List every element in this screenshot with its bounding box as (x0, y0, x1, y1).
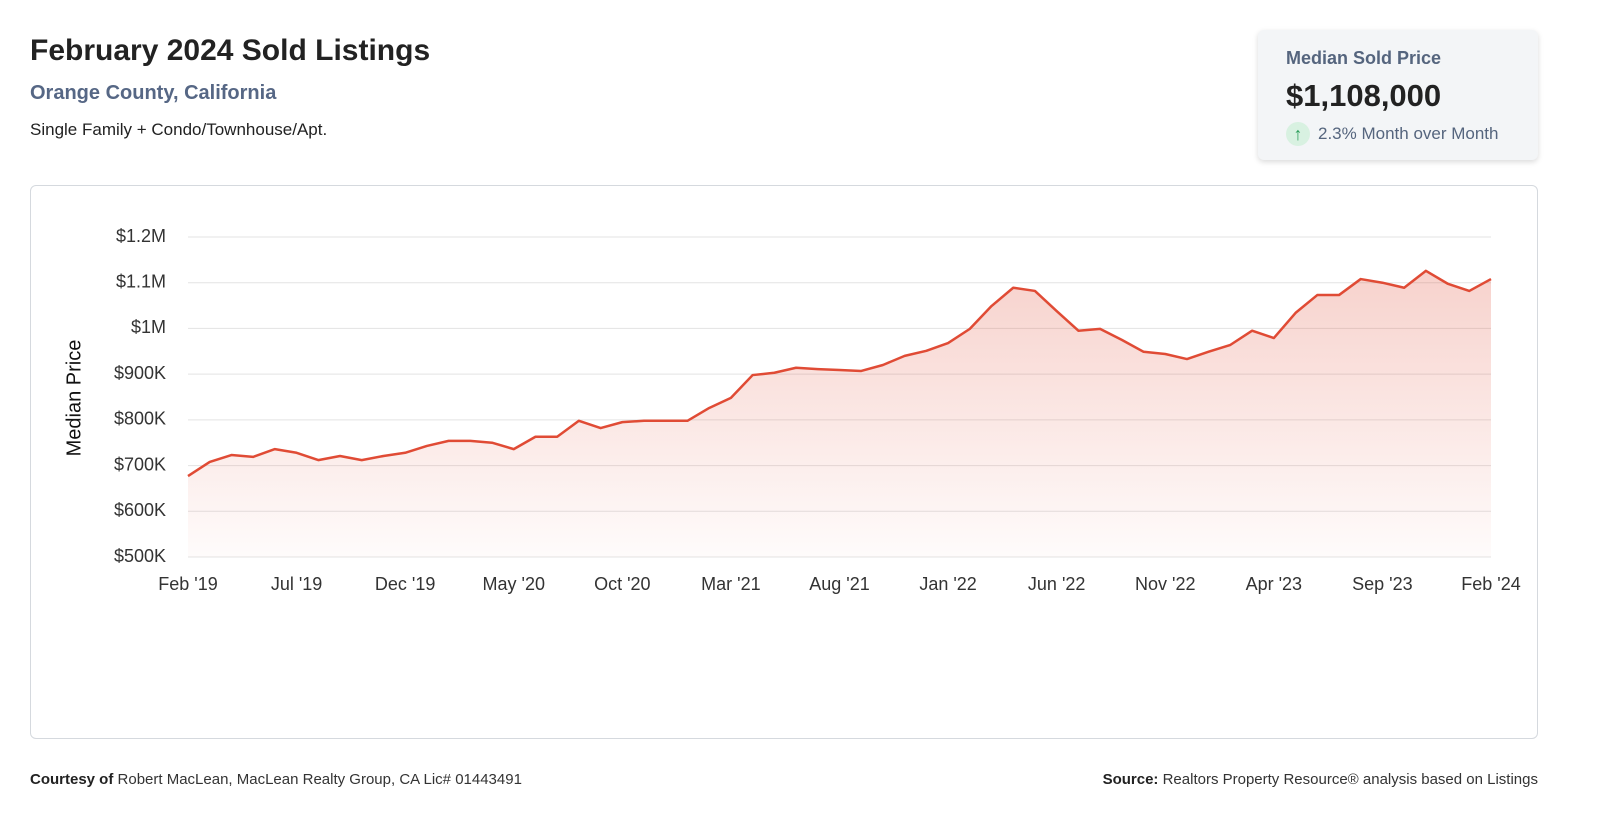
y-tick-label: $1.2M (116, 226, 166, 246)
chart-card (30, 185, 1538, 739)
source-text: Realtors Property Resource® analysis bas… (1162, 771, 1538, 788)
y-tick-label: $800K (114, 409, 166, 429)
x-tick-label: Dec '19 (375, 574, 435, 594)
line (187, 269, 1492, 478)
y-tick-label: $900K (114, 363, 166, 383)
y-tick-label: $700K (114, 454, 166, 474)
x-tick-label: Mar '21 (701, 574, 760, 594)
x-tick-label: Aug '21 (809, 574, 870, 594)
up-arrow-icon: ↑ (1286, 122, 1310, 146)
kpi-value: $1,108,000 (1286, 78, 1442, 113)
title: February 2024 Sold Listings (30, 34, 431, 67)
kpi-label: Median Sold Price (1286, 48, 1442, 68)
x-tick-label: Apr '23 (1246, 574, 1302, 594)
y-axis-label: Median Price (63, 340, 85, 457)
source: Source: Realtors Property Resource® anal… (1103, 771, 1538, 788)
y-tick-label: $500K (114, 546, 166, 566)
description: Single Family + Condo/Townhouse/Apt. (30, 120, 328, 139)
x-tick-label: Jul '19 (271, 574, 322, 594)
courtesy-label: Courtesy of (30, 771, 114, 788)
x-tick-label: May '20 (483, 574, 545, 594)
y-tick-label: $1.1M (116, 271, 166, 291)
x-tick-label: Jan '22 (919, 574, 976, 594)
subtitle: Orange County, California (30, 82, 277, 104)
kpi-card: Median Sold Price $1,108,000 ↑ 2.3% Mont… (1258, 30, 1538, 160)
y-tick-label: $1M (131, 317, 166, 337)
x-tick-label: Nov '22 (1135, 574, 1195, 594)
source-label: Source: (1102, 771, 1159, 788)
y-tick-label: $600K (114, 500, 166, 520)
x-tick-label: Jun '22 (1028, 574, 1085, 594)
chart: Median Price $500K $600K $700K $800K $900K $1… (63, 226, 1520, 594)
x-tick-label: Oct '20 (594, 574, 650, 594)
kpi-change: 2.3% Month over Month (1318, 124, 1499, 143)
x-tick-label: Feb '19 (158, 574, 217, 594)
courtesy-text: Robert MacLean, MacLean Realty Group, CA… (117, 771, 522, 788)
area (188, 270, 1491, 557)
x-tick-label: Sep '23 (1352, 574, 1413, 594)
courtesy: Courtesy of Robert MacLean, MacLean Real… (30, 771, 522, 788)
x-tick-label: Feb '24 (1461, 574, 1520, 594)
